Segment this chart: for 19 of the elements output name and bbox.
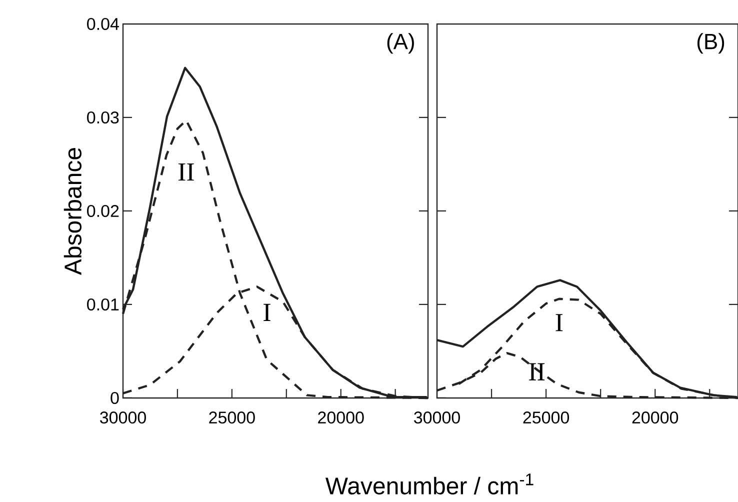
y-axis-title: Absorbance (64, 148, 82, 275)
x-tick-label: 20000 (632, 412, 678, 424)
y-tick-label: 0.01 (87, 298, 119, 311)
y-tick-label: 0.03 (87, 111, 119, 124)
x-axis-title: Wavenumber / cm$^{-1}$ (325, 474, 534, 494)
y-tick-label: 0 (110, 392, 119, 404)
x-tick-label: 30000 (100, 412, 146, 424)
series-label: II (178, 163, 194, 181)
x-tick-label: 25000 (523, 412, 570, 424)
x-tick-label: 20000 (318, 412, 364, 424)
annotation: (B) (697, 33, 724, 54)
series-label: II (529, 363, 545, 380)
x-tick-label: 25000 (209, 412, 255, 424)
x-tick-label: 30000 (414, 412, 460, 424)
series-label: I (556, 314, 563, 332)
annotation: (A) (387, 33, 414, 54)
y-tick-label: 0.04 (87, 18, 119, 30)
y-tick-label: 0.02 (87, 204, 119, 218)
series-label: I (264, 304, 270, 321)
